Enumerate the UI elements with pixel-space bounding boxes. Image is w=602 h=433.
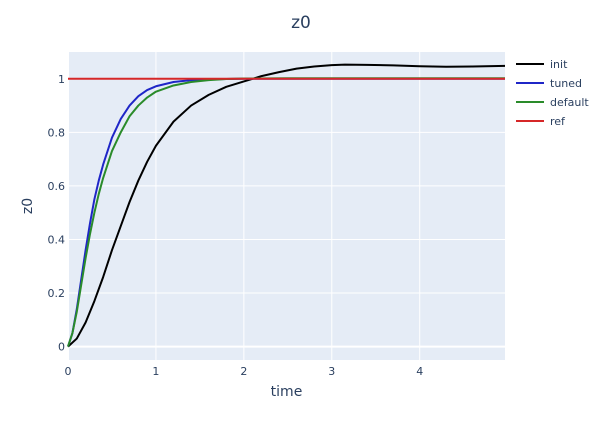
legend-item-ref[interactable]: ref <box>516 115 566 128</box>
y-axis-ticks: 0 0.2 0.4 0.6 0.8 1 <box>48 73 66 354</box>
x-tick-label: 2 <box>240 365 247 378</box>
series-layer <box>67 63 506 348</box>
legend: init tuned default ref <box>516 58 589 128</box>
x-tick-label: 3 <box>328 365 335 378</box>
legend-label: tuned <box>550 77 582 90</box>
x-tick-label: 0 <box>65 365 72 378</box>
y-tick-label: 0.2 <box>48 287 66 300</box>
legend-label: init <box>550 58 568 71</box>
chart-title: z0 <box>291 13 311 33</box>
y-tick-label: 0 <box>58 341 65 354</box>
y-tick-label: 0.8 <box>48 126 66 139</box>
x-tick-label: 1 <box>152 365 159 378</box>
legend-item-tuned[interactable]: tuned <box>516 77 582 90</box>
x-axis-ticks: 0 1 2 3 4 <box>65 365 424 378</box>
x-axis-label: time <box>271 384 303 400</box>
y-tick-label: 0.6 <box>48 180 66 193</box>
series-line-init <box>67 63 506 348</box>
legend-item-default[interactable]: default <box>516 96 589 109</box>
legend-label: default <box>550 96 589 109</box>
plot-background <box>68 52 505 360</box>
legend-item-init[interactable]: init <box>516 58 568 71</box>
y-tick-label: 1 <box>58 73 65 86</box>
x-tick-label: 4 <box>416 365 423 378</box>
legend-label: ref <box>550 115 566 128</box>
y-tick-label: 0.4 <box>48 233 66 246</box>
y-axis-label: z0 <box>20 198 36 214</box>
